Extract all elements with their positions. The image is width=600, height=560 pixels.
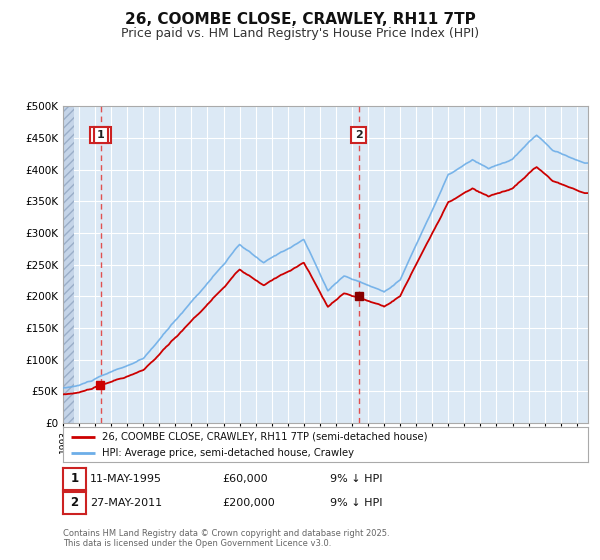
Text: 1: 1 [97, 130, 105, 140]
Text: 2: 2 [355, 130, 362, 140]
Text: £60,000: £60,000 [222, 474, 268, 484]
Text: 27-MAY-2011: 27-MAY-2011 [90, 498, 162, 508]
Text: 2: 2 [70, 496, 79, 510]
Text: 26, COOMBE CLOSE, CRAWLEY, RH11 7TP (semi-detached house): 26, COOMBE CLOSE, CRAWLEY, RH11 7TP (sem… [103, 432, 428, 442]
Text: Price paid vs. HM Land Registry's House Price Index (HPI): Price paid vs. HM Land Registry's House … [121, 27, 479, 40]
Text: 26, COOMBE CLOSE, CRAWLEY, RH11 7TP: 26, COOMBE CLOSE, CRAWLEY, RH11 7TP [125, 12, 475, 27]
Text: 9% ↓ HPI: 9% ↓ HPI [330, 474, 383, 484]
Text: 11-MAY-1995: 11-MAY-1995 [90, 474, 162, 484]
Text: £200,000: £200,000 [222, 498, 275, 508]
Text: 19: 19 [93, 130, 109, 140]
Text: HPI: Average price, semi-detached house, Crawley: HPI: Average price, semi-detached house,… [103, 447, 355, 458]
Text: This data is licensed under the Open Government Licence v3.0.: This data is licensed under the Open Gov… [63, 539, 331, 548]
Text: Contains HM Land Registry data © Crown copyright and database right 2025.: Contains HM Land Registry data © Crown c… [63, 529, 389, 538]
Bar [63, 106, 74, 423]
Text: 1: 1 [70, 472, 79, 486]
Text: 9% ↓ HPI: 9% ↓ HPI [330, 498, 383, 508]
